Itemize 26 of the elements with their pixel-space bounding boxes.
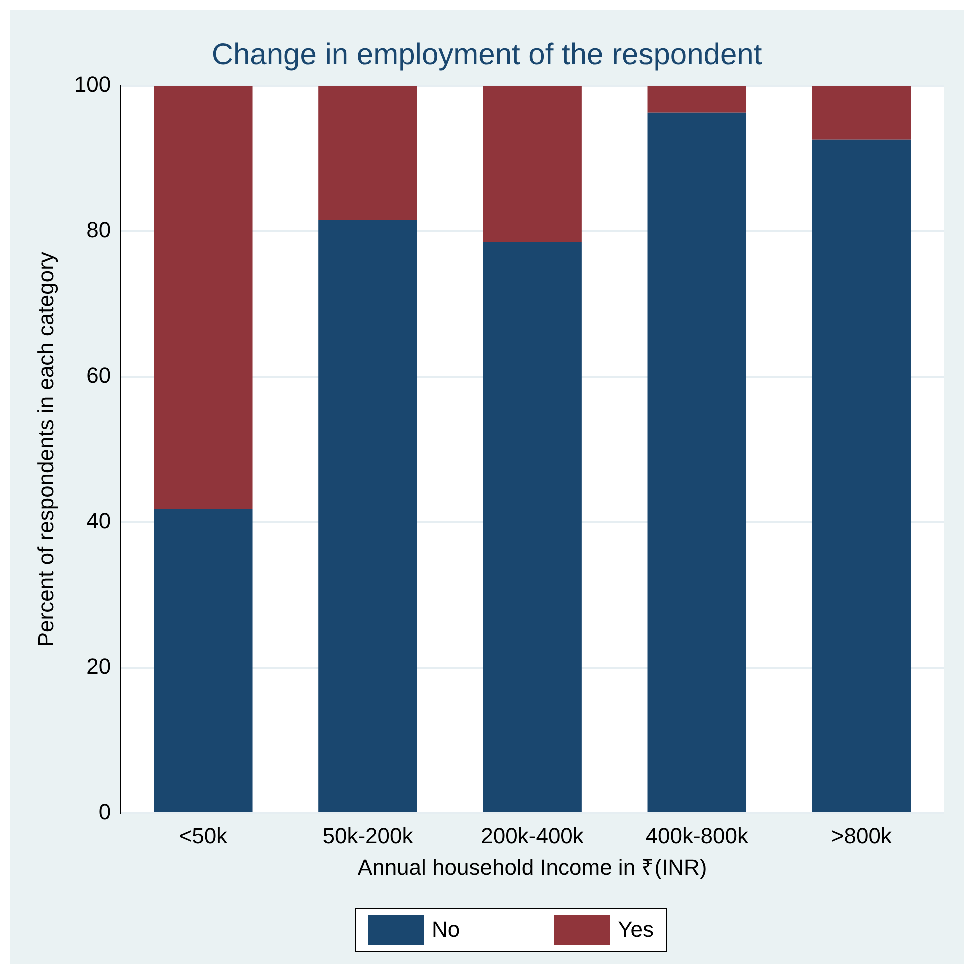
x-tick-label: 200k-400k [481, 823, 585, 848]
bar [318, 220, 418, 812]
chart-title: Change in employment of the respondent [212, 38, 763, 72]
legend-label: No [432, 917, 460, 943]
bar [648, 112, 747, 812]
y-tick-label: 80 [86, 218, 112, 243]
y-tick-label: 0 [98, 799, 112, 824]
bar [648, 86, 747, 113]
bar [483, 86, 582, 242]
y-tick-label: 60 [86, 362, 112, 388]
x-tick-label: <50k [179, 823, 229, 848]
y-tick-label: 100 [74, 72, 112, 98]
bar [154, 509, 253, 812]
bar [318, 86, 418, 221]
x-tick-label: 400k-800k [646, 823, 750, 848]
bar [154, 86, 253, 510]
bar [812, 86, 912, 140]
y-axis-title: Percent of respondents in each category [33, 252, 58, 648]
x-tick-label: >800k [831, 823, 893, 848]
y-tick-label: 40 [86, 508, 112, 534]
x-axis-title: Annual household Income in ₹(INR) [358, 854, 708, 880]
bar [812, 140, 912, 812]
bar [483, 242, 582, 812]
y-tick-label: 20 [86, 654, 112, 679]
x-tick-label: 50k-200k [322, 823, 414, 848]
legend-label: Yes [618, 917, 654, 943]
